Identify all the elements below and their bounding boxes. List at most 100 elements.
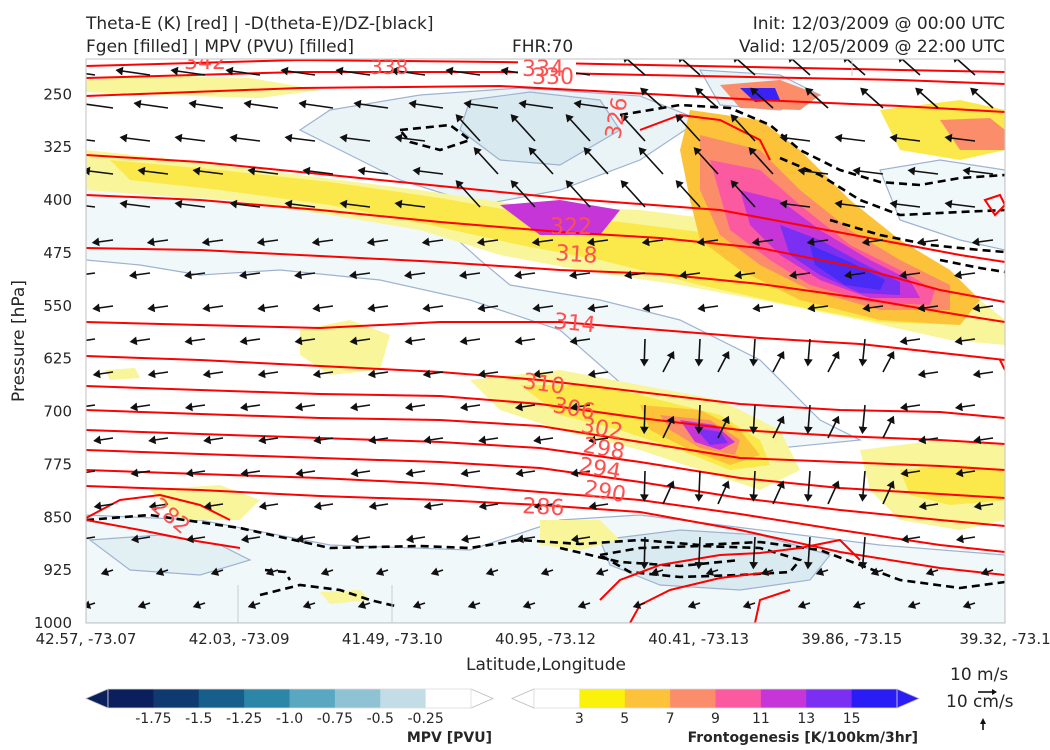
vector-key-vertical-label: 10 cm/s — [946, 692, 1014, 712]
wind-vector-head — [86, 99, 87, 103]
colorbar-swatch — [806, 689, 853, 708]
wind-vector — [355, 272, 371, 276]
wind-vector — [698, 404, 701, 428]
mpv-colorbar: -1.75 -1.5 -1.25 -1.0 -0.75 -0.5 -0.25 MPV [PVU… — [84, 688, 495, 746]
wind-vector-head — [679, 270, 687, 280]
wind-vector-head — [129, 270, 137, 280]
wind-vector-head — [312, 303, 321, 313]
wind-vector — [86, 404, 96, 408]
wind-vector-head — [573, 99, 582, 109]
wind-vector — [803, 170, 829, 175]
colorbar-extend-left — [510, 688, 535, 709]
wind-vector-head — [852, 600, 862, 609]
wind-vector-head — [130, 468, 139, 478]
wind-vector — [180, 137, 206, 142]
y-tick-label: 850 — [43, 508, 72, 526]
wind-vector — [594, 371, 609, 375]
wind-vector-head — [694, 561, 704, 570]
wind-vector — [923, 305, 939, 309]
wind-vector-head — [861, 237, 870, 247]
colorbar-swatch — [289, 689, 336, 708]
wind-vector-head — [954, 336, 963, 346]
wind-vector — [624, 118, 646, 142]
wind-vector-head — [148, 435, 157, 445]
wind-vector — [373, 239, 389, 243]
wind-vector-head — [666, 415, 675, 425]
y-tick-label: 325 — [43, 138, 72, 156]
wind-vector — [868, 239, 884, 243]
wind-vector-head — [815, 567, 825, 576]
y-axis-label: Pressure [hPa] — [9, 280, 29, 402]
wind-vector — [411, 404, 426, 408]
wind-vector-head — [752, 303, 761, 313]
colorbar-swatch — [425, 689, 472, 708]
wind-vector-head — [256, 237, 265, 247]
wind-vector-head — [565, 180, 574, 189]
wind-vector — [699, 91, 719, 109]
wind-vector — [253, 170, 279, 175]
wind-vector — [931, 569, 939, 573]
wind-vector — [418, 170, 444, 175]
wind-vector-head — [805, 87, 814, 96]
theta-e-label-322: 322 — [550, 215, 592, 240]
wind-vector-head — [789, 270, 797, 280]
wind-vector-head — [907, 600, 917, 609]
wind-vector — [136, 470, 151, 474]
wind-vector-head — [569, 402, 578, 412]
wind-vector-head — [357, 600, 367, 609]
wind-vector — [736, 59, 756, 76]
wind-vector-head — [184, 402, 193, 412]
wind-vector — [245, 338, 261, 342]
wind-vector — [483, 305, 499, 309]
wind-vector-head — [243, 99, 252, 109]
wind-vector-head — [734, 270, 742, 280]
wind-vector-head — [353, 99, 362, 109]
wind-vector-head — [92, 369, 101, 379]
wind-vector — [956, 59, 976, 76]
wind-vector — [807, 470, 811, 496]
wind-vector-head — [514, 402, 523, 412]
colorbar-tick-label: 3 — [575, 711, 584, 727]
wind-vector — [428, 239, 444, 243]
wind-vector — [121, 70, 151, 76]
wind-vector — [359, 103, 389, 109]
wind-vector — [575, 338, 591, 342]
wind-vector-head — [146, 237, 155, 247]
colorbar-extend-right — [470, 688, 495, 709]
wind-vector-head — [749, 426, 759, 435]
wind-vector-head — [478, 501, 487, 511]
colorbar-swatch — [670, 689, 716, 708]
wind-vector-head — [129, 402, 138, 412]
wind-vector-head — [858, 358, 868, 367]
wind-vector-head — [973, 501, 982, 511]
colorbar-tick-label: -1.0 — [276, 711, 303, 727]
wind-vector — [373, 305, 389, 309]
x-grid-marks — [237, 59, 853, 623]
wind-vector — [862, 470, 866, 496]
wind-vector — [583, 602, 591, 606]
wind-vector-head — [133, 99, 142, 109]
wind-vector-head — [955, 534, 964, 544]
wind-vector — [698, 338, 701, 360]
wind-vector-head — [185, 468, 194, 478]
wind-vector — [642, 151, 664, 175]
wind-vector — [524, 103, 554, 109]
wind-vector — [740, 272, 756, 276]
wind-vector — [679, 184, 701, 208]
wind-vector-head — [422, 303, 431, 313]
wind-vector-head — [620, 180, 629, 189]
y-axis: 250 325 400 475 550 625 700 775 850 925 1000 — [34, 85, 72, 632]
wind-vector-head — [803, 561, 813, 570]
wind-vector-head — [944, 133, 953, 143]
wind-vector-head — [807, 303, 816, 313]
wind-vector — [514, 184, 536, 208]
wind-vector-head — [239, 336, 248, 346]
wind-vector-head — [473, 147, 482, 156]
wind-vector-head — [639, 561, 649, 570]
wind-vector — [539, 371, 554, 375]
wind-vector — [176, 70, 206, 76]
wind-vector-head — [421, 237, 430, 247]
wind-vector-head — [203, 435, 212, 445]
wind-vector-head — [312, 369, 321, 379]
wind-vector-head — [192, 166, 201, 176]
